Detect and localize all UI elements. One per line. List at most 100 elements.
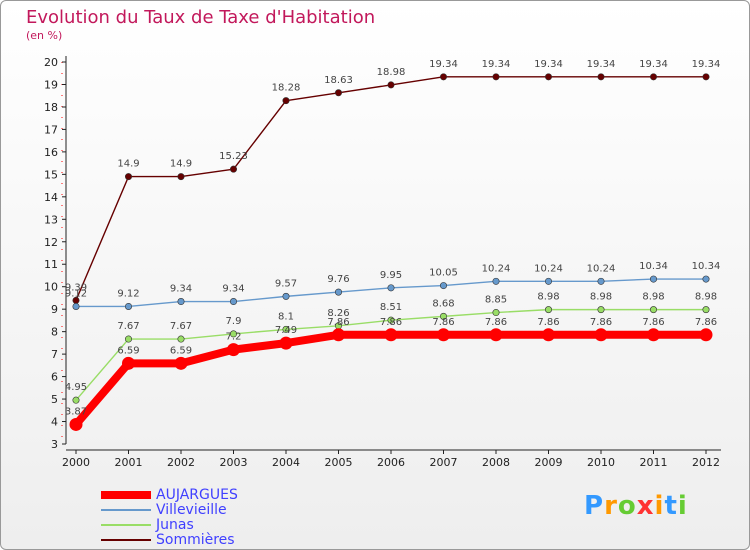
data-point: [594, 328, 608, 342]
y-tick-label: 6: [51, 371, 58, 384]
data-point: [544, 73, 552, 81]
data-label: 7.49: [275, 325, 297, 336]
data-point: [597, 277, 605, 285]
legend-label: Villevieille: [156, 501, 227, 518]
x-tick-label: 2007: [430, 456, 458, 469]
legend-item: Sommières: [101, 532, 238, 547]
y-tick-label: 5: [51, 393, 58, 406]
y-tick-label: 14: [44, 191, 58, 204]
data-point: [647, 328, 660, 342]
y-tick-label: 16: [44, 146, 58, 159]
data-label: 14.9: [117, 159, 139, 170]
y-tick-label: 18: [44, 101, 58, 114]
data-label: 6.59: [117, 345, 139, 356]
data-point: [542, 328, 555, 342]
data-point: [387, 316, 395, 324]
y-tick-label: 13: [44, 213, 58, 226]
y-tick-label: 7: [51, 348, 58, 361]
data-point: [702, 306, 710, 314]
data-point: [649, 306, 657, 314]
data-label: 3.87: [65, 406, 87, 417]
logo-letter: i: [654, 491, 665, 521]
data-point: [437, 328, 450, 342]
x-tick-label: 2008: [482, 456, 510, 469]
y-tick-label: 19: [44, 78, 58, 91]
logo-letter: P: [584, 491, 605, 521]
legend-swatch: [101, 490, 151, 499]
data-label: 8.98: [695, 292, 717, 303]
data-label: 8.85: [485, 295, 507, 306]
legend-swatch: [101, 538, 151, 541]
y-tick-label: 3: [51, 438, 58, 451]
data-label: 19.34: [692, 59, 721, 70]
logo-letter: i: [677, 491, 688, 521]
data-label: 19.34: [587, 59, 616, 70]
data-label: 18.28: [272, 83, 301, 94]
data-point: [282, 292, 290, 300]
data-point: [72, 396, 80, 404]
data-point: [125, 302, 133, 310]
data-label: 7.86: [642, 317, 664, 328]
x-tick-label: 2012: [692, 456, 720, 469]
y-tick-label: 12: [44, 236, 58, 249]
data-label: 14.9: [170, 159, 192, 170]
x-tick-label: 2010: [587, 456, 615, 469]
data-point: [649, 73, 657, 81]
data-label: 9.34: [222, 284, 244, 295]
data-point: [125, 335, 133, 343]
data-point: [72, 302, 80, 310]
data-point: [702, 275, 710, 283]
x-tick-label: 2000: [62, 456, 90, 469]
data-label: 9.57: [275, 278, 297, 289]
y-tick-label: 4: [51, 416, 58, 429]
data-point: [125, 173, 133, 181]
data-point: [227, 343, 240, 357]
data-label: 9.34: [170, 284, 192, 295]
data-point: [597, 73, 605, 81]
data-point: [439, 282, 447, 290]
data-label: 8.26: [327, 308, 349, 319]
x-tick-label: 2003: [220, 456, 248, 469]
data-label: 19.34: [534, 59, 563, 70]
data-point: [544, 306, 552, 314]
data-point: [282, 97, 290, 105]
y-tick-label: 20: [44, 56, 58, 69]
data-label: 10.34: [692, 261, 721, 272]
data-point: [69, 417, 83, 431]
data-point: [174, 356, 188, 370]
logo-letter: x: [636, 491, 655, 521]
data-label: 7.86: [380, 317, 402, 328]
legend-swatch: [101, 508, 151, 511]
x-tick-label: 2005: [325, 456, 353, 469]
data-label: 7.67: [170, 321, 192, 332]
data-point: [177, 298, 185, 306]
data-point: [177, 173, 185, 181]
data-label: 4.95: [65, 382, 87, 393]
chart-title: Evolution du Taux de Taxe d'Habitation: [26, 7, 376, 28]
data-point: [649, 275, 657, 283]
legend-label: Junas: [156, 516, 194, 533]
data-label: 9.12: [117, 288, 139, 299]
x-tick-label: 2009: [535, 456, 563, 469]
data-point: [279, 336, 293, 350]
data-label: 6.59: [170, 345, 192, 356]
logo-letter: r: [604, 491, 618, 521]
x-tick-label: 2011: [640, 456, 668, 469]
data-point: [439, 73, 447, 81]
data-label: 9.39: [65, 282, 87, 293]
data-label: 18.98: [377, 67, 406, 78]
data-point: [177, 335, 185, 343]
y-tick-label: 15: [44, 168, 58, 181]
legend-swatch: [101, 523, 151, 526]
y-tick-label: 8: [51, 326, 58, 339]
data-label: 7.67: [117, 321, 139, 332]
data-label: 7.86: [327, 317, 349, 328]
chart-subtitle: (en %): [26, 29, 63, 42]
data-point: [384, 328, 398, 342]
data-label: 7.86: [485, 317, 507, 328]
data-label: 9.95: [380, 270, 402, 281]
data-label: 8.98: [642, 292, 664, 303]
data-label: 7.86: [695, 317, 717, 328]
